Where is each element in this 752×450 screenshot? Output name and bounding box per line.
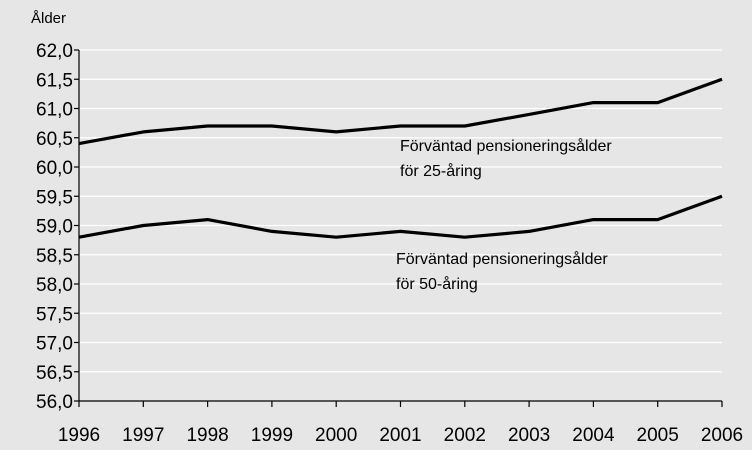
series-line-1 [78, 77, 723, 146]
y-tick-label: 62,0 [36, 41, 73, 62]
y-tick-label: 59,5 [36, 187, 73, 208]
x-tick-label: 1998 [186, 425, 228, 446]
x-tick-label: 1996 [58, 425, 100, 446]
x-tick-label: 2005 [637, 425, 679, 446]
x-tick-marks [78, 401, 723, 407]
y-tick-label: 60,5 [36, 129, 73, 150]
y-tick-label: 56,0 [36, 392, 73, 413]
y-tick-label: 57,5 [36, 304, 73, 325]
y-tick-label: 61,5 [36, 70, 73, 91]
x-tick-label: 2006 [701, 425, 743, 446]
y-tick-label: 59,0 [36, 217, 73, 238]
annotation-50-line1: Förväntad pensioneringsålder [396, 250, 608, 268]
series-line-2 [78, 194, 723, 239]
annotation-25-line1: Förväntad pensioneringsålder [400, 137, 612, 155]
x-tick-label: 2001 [379, 425, 421, 446]
y-tick-label: 60,0 [36, 158, 73, 179]
gridlines [79, 49, 722, 373]
y-tick-label: 61,0 [36, 100, 73, 121]
x-tick-labels: 1996 1997 1998 1999 2000 2001 2002 2003 2004 2005… [58, 425, 743, 446]
y-tick-labels: 56,0 56,5 57,0 57,5 58,0 58,5 59,0 59,5 60,0 60,5… [36, 41, 79, 413]
annotation-50-line2: för 50-åring [396, 275, 478, 293]
x-tick-label: 2002 [444, 425, 486, 446]
y-tick-label: 58,5 [36, 246, 73, 267]
y-tick-label: 57,0 [36, 334, 73, 355]
x-tick-label: 1997 [122, 425, 164, 446]
x-tick-label: 1999 [251, 425, 293, 446]
x-tick-label: 2004 [572, 425, 615, 446]
y-tick-label: 56,5 [36, 363, 73, 384]
y-tick-label: 58,0 [36, 275, 73, 296]
x-tick-label: 2000 [315, 425, 357, 446]
annotation-25-line2: för 25-åring [400, 162, 482, 180]
series-group [78, 77, 723, 239]
x-tick-label: 2003 [508, 425, 550, 446]
y-axis-label: Ålder [31, 10, 66, 27]
